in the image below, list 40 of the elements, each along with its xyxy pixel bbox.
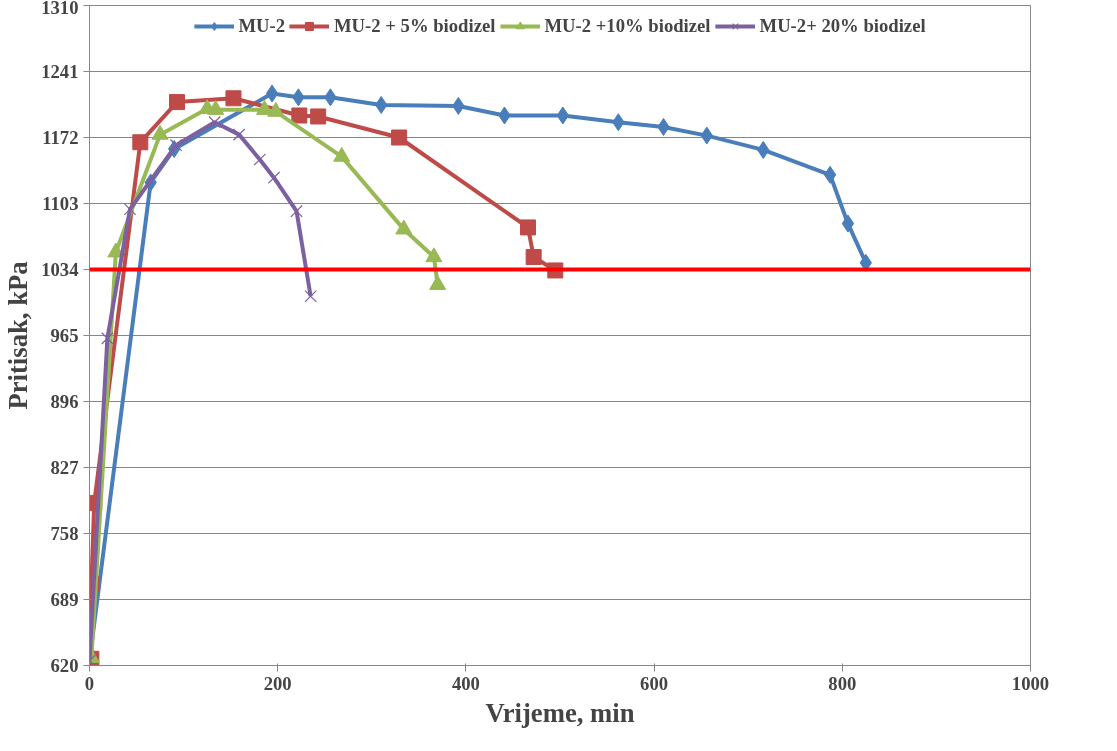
point [132,134,149,151]
x-tick-label: 800 [828,672,857,694]
x-tick-label: 1000 [1011,672,1050,694]
legend-label: MU-2 +10% biodizel [544,15,711,37]
point [291,107,308,124]
y-tick-label: 620 [50,655,79,676]
point [123,202,137,216]
x-tick-label: 400 [451,672,480,694]
point [169,94,186,111]
point [841,214,855,233]
y-tick-label: 1241 [41,61,79,82]
point [208,115,221,129]
y-tick-label: 1034 [41,259,79,280]
x-tick-label: 200 [263,672,292,694]
y-tick-label: 1103 [42,193,79,214]
point [520,219,537,236]
y-tick-label: 1172 [42,127,79,148]
legend-label: MU-2 + 5% biodizel [334,15,496,37]
point [101,332,114,345]
legend-label: MU-2+ 20% biodizel [759,15,926,37]
point [310,108,327,125]
point [304,290,317,303]
point [265,84,279,103]
legend-label: MU-2 [238,15,286,37]
point [823,165,837,184]
y-axis-title: Pritisak, kPa [3,261,34,410]
x-tick-label: 0 [84,672,95,694]
y-tick-label: 965 [50,325,79,346]
point [232,128,246,141]
y-tick-label: 1310 [41,0,79,18]
x-axis-title: Vrijeme, min [485,697,635,728]
point [525,249,542,266]
y-tick-label: 827 [50,457,79,478]
point [290,204,303,218]
y-tick-label: 896 [50,391,79,412]
y-tick-label: 689 [50,589,79,610]
x-tick-label: 600 [640,672,669,694]
point [391,129,408,146]
y-tick-label: 758 [50,523,79,544]
point [225,90,242,107]
